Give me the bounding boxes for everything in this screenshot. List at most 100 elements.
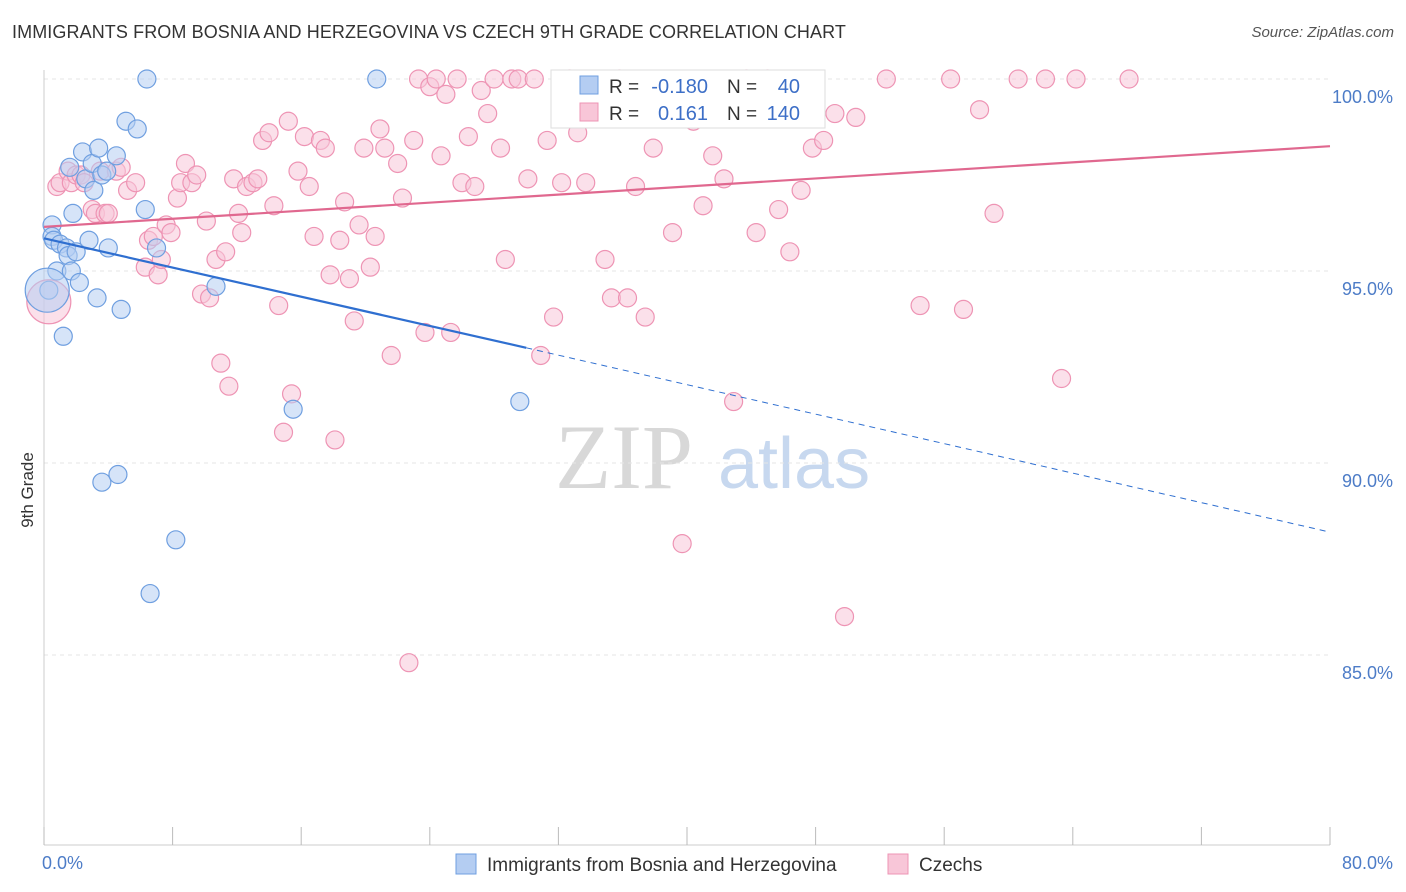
bosnia-point-20 — [89, 138, 109, 158]
gridlines — [44, 78, 1330, 656]
bosnia-point-11 — [63, 203, 83, 223]
czechs-point-82 — [465, 176, 485, 197]
x-tick-label-min: 0.0% — [42, 853, 83, 873]
czechs-point-65 — [370, 119, 390, 139]
czechs-point-69 — [392, 188, 413, 208]
czechs-point-111 — [693, 196, 713, 216]
bosnia-point-35 — [206, 276, 226, 296]
czechs-point-128 — [941, 69, 961, 89]
x-tick-label-max: 80.0% — [1342, 853, 1393, 873]
czechs-point-90 — [518, 169, 538, 189]
czechs-point-92 — [531, 345, 551, 366]
czechs-point-23 — [161, 223, 181, 243]
y-tick-label-0: 100.0% — [1332, 87, 1393, 107]
series-legend-label-czechs: Czechs — [919, 855, 982, 876]
chart-title: IMMIGRANTS FROM BOSNIA AND HERZEGOVINA V… — [12, 22, 846, 42]
trend-lines — [43, 145, 1331, 533]
czechs-point-114 — [724, 391, 744, 412]
bosnia-point-9 — [60, 157, 80, 177]
y-tick-label-3: 85.0% — [1342, 663, 1393, 683]
czechs-point-16 — [126, 173, 146, 193]
czechs-point-64 — [365, 226, 385, 247]
czechs-point-129 — [953, 299, 974, 319]
czechs-point-120 — [791, 180, 811, 200]
legend-n-value-2: 140 — [767, 103, 800, 125]
czechs-point-83 — [471, 80, 491, 101]
source-credit: Source: ZipAtlas.com — [1251, 24, 1394, 41]
czechs-point-94 — [543, 307, 564, 327]
czechs-point-60 — [344, 311, 364, 331]
legend-r-value-2: 0.161 — [658, 103, 708, 125]
czechs-point-100 — [595, 249, 615, 270]
czechs-point-68 — [388, 153, 408, 174]
czechs-point-35 — [219, 376, 239, 396]
czechs-point-134 — [1051, 368, 1072, 389]
czechs-point-67 — [381, 345, 401, 366]
czechs-point-125 — [846, 107, 866, 128]
czechs-point-30 — [196, 211, 216, 231]
legend-r-label-1: R = — [609, 77, 639, 98]
czechs-point-38 — [232, 223, 252, 243]
czechs-point-63 — [360, 257, 380, 277]
bosnia-point-31 — [137, 69, 157, 89]
axes — [43, 70, 1331, 846]
czechs-point-59 — [339, 269, 360, 289]
czechs-point-135 — [1066, 69, 1086, 89]
bosnia-point-26 — [108, 464, 128, 485]
czechs-point-98 — [576, 173, 596, 193]
czechs-point-12 — [98, 203, 118, 223]
czechs-point-86 — [490, 138, 511, 158]
czechs-point-50 — [294, 127, 315, 147]
czechs-point-71 — [404, 130, 424, 151]
czechs-point-57 — [330, 230, 350, 250]
czechs-point-41 — [248, 169, 268, 189]
czechs-point-130 — [969, 100, 990, 120]
czechs-point-56 — [325, 430, 345, 450]
correlation-legend: R = -0.180 N = 40 R = 0.161 N = 140 — [550, 69, 826, 129]
bosnia-trend-line — [43, 237, 527, 349]
czechs-point-66 — [375, 138, 395, 158]
czechs-point-47 — [278, 111, 298, 131]
bosnia-point-38 — [510, 391, 530, 412]
czechs-point-119 — [780, 242, 800, 262]
czechs-point-73 — [415, 322, 435, 343]
czechs-point-58 — [335, 192, 355, 212]
czechs-point-103 — [617, 288, 638, 308]
czechs-point-79 — [447, 69, 467, 89]
bosnia-point-36 — [283, 399, 303, 419]
czechs-point-93 — [537, 130, 557, 151]
czechs-point-109 — [672, 534, 692, 554]
bosnia-point-33 — [146, 238, 167, 258]
czechs-point-52 — [304, 226, 324, 247]
bosnia-point-39 — [24, 267, 70, 313]
czechs-point-85 — [484, 69, 504, 89]
bosnia-point-25 — [106, 146, 126, 166]
czechs-point-124 — [834, 606, 855, 627]
bosnia-point-27 — [111, 299, 131, 319]
czechs-point-34 — [216, 242, 236, 262]
czechs-point-76 — [431, 146, 451, 166]
czechs-point-77 — [436, 84, 456, 104]
czechs-trend-line — [43, 145, 1331, 228]
czechs-point-122 — [814, 130, 834, 151]
czechs-point-87 — [495, 249, 515, 270]
czechs-point-44 — [264, 196, 284, 216]
czechs-point-28 — [187, 165, 207, 185]
series-legend-swatch-bosnia — [455, 853, 477, 875]
czechs-point-133 — [1035, 69, 1056, 89]
czechs-point-127 — [910, 295, 930, 316]
series-legend-swatch-czechs — [887, 853, 909, 875]
legend-r-label-2: R = — [609, 104, 639, 125]
czechs-point-55 — [320, 265, 340, 285]
bosnia-point-37 — [367, 69, 387, 89]
y-axis-label: 9th Grade — [18, 452, 37, 528]
czechs-point-112 — [703, 146, 723, 166]
czechs-point-89 — [508, 69, 528, 89]
czechs-point-123 — [825, 103, 845, 124]
y-tick-label-2: 90.0% — [1342, 471, 1393, 491]
czechs-point-116 — [746, 223, 766, 243]
czechs-point-95 — [552, 173, 572, 193]
czechs-point-118 — [769, 199, 789, 220]
legend-n-label-1: N = — [727, 77, 757, 98]
bosnia-point-29 — [127, 119, 147, 139]
